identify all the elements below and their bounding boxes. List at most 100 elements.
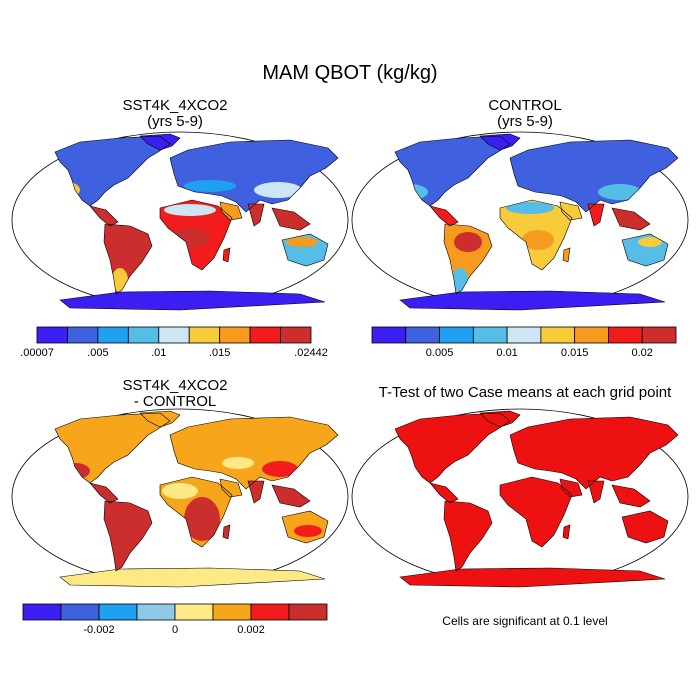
land-eurasia xyxy=(170,140,338,212)
coast-camerica xyxy=(89,482,119,504)
coast-africa xyxy=(159,476,233,548)
coast-samerica xyxy=(103,500,153,572)
coast-camerica xyxy=(429,205,459,227)
coast-namerica xyxy=(54,412,171,484)
coast-eurasia xyxy=(509,139,679,213)
coast-arabia xyxy=(559,478,583,498)
colorbar-difference: -0.002 0 0.002 xyxy=(22,603,328,636)
colorbar-tick-label: .02442 xyxy=(294,347,328,359)
coast-africa xyxy=(499,199,573,271)
panel2-title: CONTROL (yrs 5-9) xyxy=(420,98,630,130)
coast-namerica xyxy=(394,412,511,484)
panel1-title-line1: SST4K_4XCO2 xyxy=(122,97,228,114)
map-ttest xyxy=(351,408,689,588)
colorbar-box xyxy=(36,326,68,344)
colorbar-sst4k: .00007 .005 .01 .015 .02442 xyxy=(20,326,328,359)
colorbar-box xyxy=(188,326,221,344)
land-samerica xyxy=(444,501,492,571)
colorbar-tick-label: 0.02 xyxy=(632,347,653,359)
colorbar-box xyxy=(250,603,290,621)
land-antarctica xyxy=(400,291,665,310)
colorbar-box xyxy=(439,326,474,344)
coast-seasia xyxy=(271,207,311,231)
coast-greenland xyxy=(479,410,521,428)
shade-africa xyxy=(184,497,220,541)
coast-seasia xyxy=(611,484,651,508)
land-greenland xyxy=(140,134,180,150)
colorbar-tick-label: 0.015 xyxy=(561,347,589,359)
colorbar-box xyxy=(540,326,576,344)
panel2-title-line1: CONTROL xyxy=(488,97,562,114)
map-control xyxy=(351,131,689,311)
coast-camerica xyxy=(429,482,459,504)
colorbar-tick-label: .015 xyxy=(209,347,230,359)
panel3-title: SST4K_4XCO2 - CONTROL xyxy=(75,378,275,410)
colorbar-tick-label: .01 xyxy=(151,347,166,359)
colorbar-box xyxy=(127,326,160,344)
colorbar-tick-label: .005 xyxy=(87,347,108,359)
coast-india xyxy=(247,203,265,227)
panel3-title-line2: - CONTROL xyxy=(133,393,217,410)
shade-australia xyxy=(638,237,662,247)
shade-samerica xyxy=(114,509,142,545)
coast-namerica xyxy=(394,135,511,207)
coast-seasia xyxy=(271,484,311,508)
land-eurasia xyxy=(510,140,678,212)
colorbar-tick-label: 0 xyxy=(172,624,178,636)
coast-greenland xyxy=(139,133,181,151)
significance-note: Cells are significant at 0.1 level xyxy=(442,614,608,628)
figure-title: MAM QBOT (kg/kg) xyxy=(262,62,438,84)
land-seasia xyxy=(272,208,310,230)
shade-eurasia xyxy=(254,182,302,198)
panel4-title: T-Test of two Case means at each grid po… xyxy=(378,384,672,401)
coast-australia xyxy=(621,510,669,544)
coast-madagascar xyxy=(562,524,571,540)
coast-africa xyxy=(499,476,573,548)
colorbar-box xyxy=(212,603,252,621)
colorbar-tick-label: .00007 xyxy=(20,347,54,359)
shade-eurasia xyxy=(184,180,236,192)
land-india xyxy=(248,204,264,226)
land-seasia xyxy=(612,208,650,230)
land-africa xyxy=(500,477,572,547)
coast-samerica xyxy=(103,223,153,295)
coast-arabia xyxy=(219,478,243,498)
land-india xyxy=(248,481,264,503)
coast-india xyxy=(247,480,265,504)
colorbar-box xyxy=(158,326,190,344)
coast-arabia xyxy=(219,201,243,221)
colorbar-box xyxy=(136,603,176,621)
land-eurasia xyxy=(510,417,678,489)
coast-africa xyxy=(159,199,233,271)
land-greenland xyxy=(480,134,520,150)
colorbar-box xyxy=(249,326,281,344)
colorbar-box xyxy=(97,326,129,344)
colorbar-box xyxy=(608,326,643,344)
coast-samerica xyxy=(443,500,493,572)
land-antarctica xyxy=(60,568,325,587)
land-greenland xyxy=(480,411,520,427)
coast-seasia xyxy=(611,207,651,231)
shade-africa xyxy=(506,202,554,214)
colorbar-box xyxy=(280,326,312,344)
shade-australia xyxy=(286,237,318,247)
colorbar-box xyxy=(219,326,251,344)
colorbar-box xyxy=(506,326,542,344)
land-india xyxy=(588,204,604,226)
coast-antarctica xyxy=(59,567,326,588)
land-namerica xyxy=(395,413,510,483)
colorbar-control: 0.005 0.01 0.015 0.02 xyxy=(371,326,677,359)
panel2-title-line2: (yrs 5-9) xyxy=(497,113,553,130)
shade-eurasia xyxy=(598,184,642,200)
coast-greenland xyxy=(139,410,181,428)
coast-antarctica xyxy=(399,290,666,311)
coast-antarctica xyxy=(59,290,326,311)
colorbar-box xyxy=(174,603,214,621)
panel1-title-line2: (yrs 5-9) xyxy=(147,113,203,130)
land-camerica xyxy=(90,206,118,226)
colorbar-box xyxy=(67,326,99,344)
shade-samerica xyxy=(454,232,482,252)
land-camerica xyxy=(430,483,458,503)
colorbar-tick-label: 0.01 xyxy=(496,347,517,359)
coast-australia xyxy=(281,233,329,267)
